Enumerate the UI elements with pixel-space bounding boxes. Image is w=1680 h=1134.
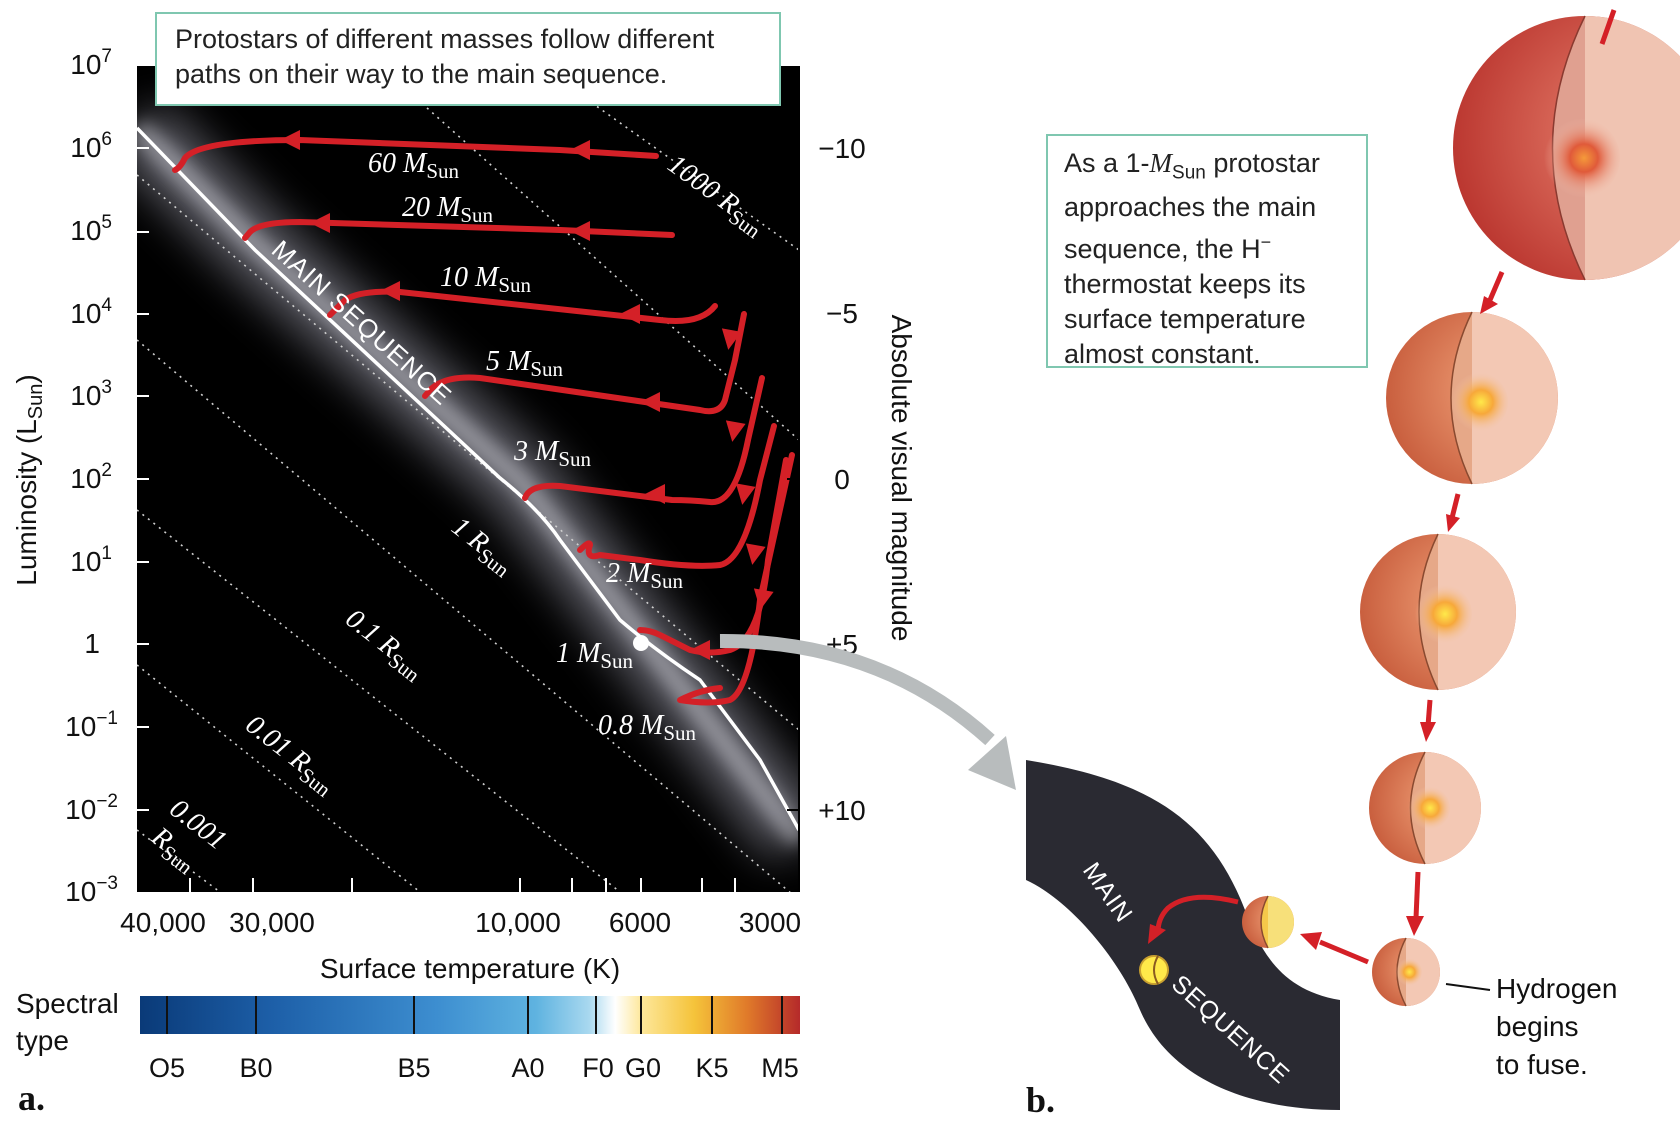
track-60	[172, 137, 659, 173]
svg-text:6000: 6000	[609, 907, 671, 938]
svg-text:3000: 3000	[739, 907, 801, 938]
svg-text:−5: −5	[826, 298, 858, 329]
svg-text:40,000: 40,000	[120, 907, 206, 938]
svg-text:B5: B5	[397, 1053, 430, 1083]
spectral-type-labels: O5 B0 B5 A0 F0 G0 K5 M5	[149, 1053, 799, 1083]
svg-text:106: 106	[70, 129, 112, 163]
track-label-3: 3 MSun	[513, 436, 592, 471]
y-axis-label: Luminosity (LSun)	[11, 374, 47, 585]
svg-text:A0: A0	[511, 1053, 544, 1083]
panel-a-note-text: Protostars of different masses follow di…	[175, 24, 715, 89]
svg-text:O5: O5	[149, 1053, 185, 1083]
main-sequence-band	[1026, 760, 1340, 1110]
svg-text:105: 105	[70, 212, 112, 246]
svg-text:0: 0	[834, 464, 850, 495]
bottom-axis-ticks	[189, 878, 736, 892]
track-label-5: 5 MSun	[486, 346, 564, 381]
panel-a-note: Protostars of different masses follow di…	[155, 12, 781, 106]
protostar-6	[1242, 895, 1294, 949]
track-5	[422, 311, 747, 415]
track-label-20: 20 MSun	[402, 192, 494, 227]
svg-text:107: 107	[70, 46, 112, 80]
track-20	[242, 219, 675, 241]
radius-lines	[137, 66, 799, 892]
spectral-label-2: type	[16, 1025, 69, 1056]
radius-line-100	[379, 66, 799, 441]
spectral-ticks	[166, 996, 783, 1034]
sequence-arrows	[1155, 9, 1617, 965]
panel-b-label: b.	[1026, 1080, 1055, 1120]
svg-text:10−2: 10−2	[65, 791, 118, 825]
left-axis-ticks	[137, 147, 149, 811]
svg-text:101: 101	[70, 543, 112, 577]
svg-text:M5: M5	[761, 1053, 799, 1083]
protostar-2	[1386, 311, 1558, 485]
svg-text:B0: B0	[239, 1053, 272, 1083]
track-label-60: 60 MSun	[368, 148, 460, 183]
zoom-arrow	[719, 633, 1016, 790]
right-tick-labels: −10 −5 0 +5 +10	[818, 133, 866, 826]
protostar-3	[1360, 533, 1516, 691]
svg-text:30,000: 30,000	[229, 907, 315, 938]
track-label-2: 2 MSun	[606, 558, 684, 593]
track-label-10: 10 MSun	[440, 262, 532, 297]
y-tick-labels: 107 106 105 104 103 102 101 1 10−1 10−2 …	[65, 46, 118, 907]
svg-text:G0: G0	[625, 1053, 661, 1083]
radius-line-0.001	[137, 664, 421, 892]
track-label-0.8: 0.8 MSun	[598, 710, 697, 745]
track-arrowheads	[280, 130, 774, 660]
protostar-5	[1372, 937, 1440, 1007]
right-axis-label: Absolute visual magnitude	[886, 315, 917, 642]
spectral-label: Spectral	[16, 988, 119, 1019]
svg-text:10−1: 10−1	[65, 708, 118, 742]
radius-line-0.1	[137, 339, 791, 892]
hydrogen-label-3: to fuse.	[1496, 1049, 1588, 1080]
panel-b: MAIN SEQUENCE	[1026, 9, 1680, 1120]
spectral-type-bar	[140, 996, 800, 1034]
svg-text:−10: −10	[818, 133, 866, 164]
track-label-1: 1 MSun	[556, 638, 634, 673]
protostar-1	[1453, 15, 1680, 281]
track-3	[522, 375, 765, 506]
svg-text:K5: K5	[695, 1053, 728, 1083]
panel-b-note: As a 1-MSun protostar approaches the mai…	[1046, 134, 1368, 369]
svg-text:+10: +10	[818, 795, 866, 826]
svg-text:10,000: 10,000	[475, 907, 561, 938]
svg-text:103: 103	[70, 377, 112, 411]
svg-text:104: 104	[70, 295, 112, 329]
hydrogen-label-2: begins	[1496, 1011, 1579, 1042]
track-2	[577, 423, 777, 569]
sequence-arrowheads	[1148, 296, 1498, 950]
main-sequence-line	[137, 126, 799, 831]
panel-a-label: a.	[18, 1078, 45, 1118]
x-axis-label: Surface temperature (K)	[320, 953, 620, 984]
hydrogen-label-1: Hydrogen	[1496, 973, 1617, 1004]
svg-text:10−3: 10−3	[65, 873, 118, 907]
svg-text:1: 1	[84, 628, 100, 659]
track-10	[327, 288, 718, 324]
protostar-4	[1369, 751, 1481, 865]
track-0.8	[677, 452, 795, 706]
x-tick-labels: 40,000 30,000 10,000 6000 3000	[120, 907, 801, 938]
svg-text:F0: F0	[582, 1053, 614, 1083]
hr-diagram: 60 MSun 20 MSun 10 MSun 5 MSun 3 MSun 2 …	[11, 46, 917, 1118]
sun-position-marker	[633, 635, 649, 651]
svg-text:102: 102	[70, 460, 112, 494]
